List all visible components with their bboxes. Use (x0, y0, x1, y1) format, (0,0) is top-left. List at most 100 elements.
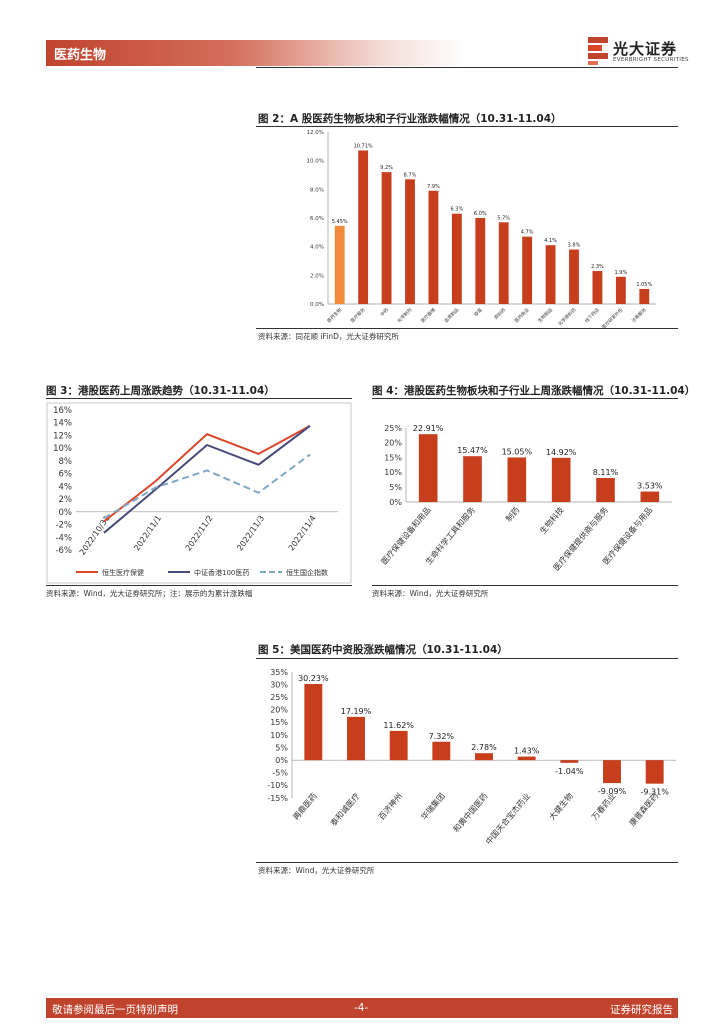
bar (334, 225, 345, 304)
data-label: 11.62% (383, 721, 414, 730)
logo-icon (588, 37, 608, 65)
data-label: -1.04% (555, 767, 584, 776)
category-label: 原料药 (493, 306, 508, 321)
fig5-source: 资料来源：Wind，光大证券研究所 (258, 866, 375, 875)
y-tick-label: 4% (59, 482, 73, 492)
fig2-chart: 0.0% 2.0% 4.0% 6.0% 8.0% 10.0% 12.0% 5.45% 医药生物 1… (307, 130, 656, 328)
fig4-chart: 0% 5% 10% 15% 20% 25% 22.91% 医疗保健设备和用品 15.47% 生命科… (379, 424, 672, 573)
logo-text: 光大证券 (613, 40, 678, 58)
series-line (103, 425, 311, 534)
y-tick-label: 0% (275, 756, 288, 765)
data-label: 1.05% (636, 282, 652, 288)
bar (389, 730, 408, 761)
category-label: 再鼎医药 (291, 791, 319, 822)
data-label: 3.53% (637, 482, 663, 491)
category-label: 诊断服务 (630, 306, 648, 324)
data-label: 1.9% (615, 270, 628, 276)
y-tick-label: 35% (270, 668, 288, 677)
category-label: 生物制品 (536, 306, 554, 324)
data-label: 17.19% (341, 707, 372, 716)
data-label: 10.71% (354, 143, 373, 149)
y-tick-label: 15% (270, 718, 288, 727)
category-label: 制药 (503, 505, 521, 524)
bar (645, 760, 664, 784)
data-label: 6.0% (474, 211, 487, 217)
data-label: 7.32% (429, 732, 455, 741)
category-label: 华瑞集团 (419, 791, 447, 822)
fig5-title: 图 5：美国医药中资股涨跌幅情况（10.31-11.04） (258, 644, 508, 656)
y-tick-label: -2% (55, 521, 72, 531)
category-label: 生命科学工具和服务 (423, 505, 477, 567)
fig4-rule-bottom (372, 585, 678, 586)
category-label: 百济神州 (376, 791, 404, 822)
y-tick-label: 0% (59, 508, 73, 518)
fig2-rule-bottom (256, 328, 678, 329)
category-label: 医药商业 (513, 306, 531, 324)
y-tick-label: 6.0% (310, 216, 324, 222)
legend-label: 恒生国企指数 (286, 568, 328, 577)
y-tick-label: 10.0% (307, 159, 324, 165)
y-tick-label: 20% (270, 706, 288, 715)
y-tick-label: 8.0% (310, 187, 324, 193)
footer-report-type: 证券研究报告 (610, 1004, 673, 1016)
y-tick-label: 0% (389, 498, 402, 507)
y-tick-label: 10% (270, 731, 288, 740)
y-tick-label: 25% (384, 424, 402, 433)
category-label: 医疗研发外包 (600, 306, 624, 328)
category-label: 中国天合宝杰药业 (483, 791, 532, 846)
legend-label: 中证香港100医药 (194, 568, 249, 577)
bar (475, 753, 493, 761)
category-label: 生物科技 (537, 505, 565, 536)
y-tick-label: 10% (384, 468, 402, 477)
fig3-chart: -6%-4%-2%0%2%4%6%8%10%12%14%16%2022/10/3… (46, 402, 352, 584)
y-tick-label: 12% (53, 431, 72, 441)
y-tick-label: 8% (59, 457, 73, 467)
bar (347, 716, 365, 761)
y-tick-label: 5% (389, 483, 402, 492)
data-label: 22.91% (413, 424, 444, 433)
bar (381, 172, 392, 304)
data-label: 4.7% (521, 230, 534, 236)
x-tick-label: 2022/11/2 (184, 514, 215, 553)
bar (640, 491, 660, 502)
bar (432, 741, 451, 761)
y-tick-label: -5% (272, 769, 288, 778)
data-label: 6.3% (451, 207, 464, 213)
fig2-title: 图 2：A 股医药生物板块和子行业涨跌幅情况（10.31-11.04） (258, 113, 562, 125)
fig4-source: 资料来源：Wind，光大证券研究所 (372, 589, 489, 598)
fig4-title: 图 4：港股医药生物板块和子行业上周涨跌幅情况（10.31-11.04） (372, 385, 696, 397)
data-label: 5.7% (497, 215, 510, 221)
page-number: -4- (354, 1002, 369, 1014)
footer-band (46, 998, 678, 1018)
y-tick-label: 0.0% (310, 302, 324, 308)
category-label: 医疗保健设备和用品 (379, 505, 433, 567)
bar (551, 457, 571, 502)
section-title: 医药生物 (54, 48, 107, 63)
x-tick-label: 2022/11/4 (287, 514, 318, 553)
fig3-rule (46, 398, 352, 399)
data-label: -9.09% (598, 787, 627, 796)
category-label: 化学原料药 (557, 306, 578, 327)
y-tick-label: 10% (53, 444, 72, 454)
y-tick-label: 12.0% (307, 130, 324, 136)
plot-frame (46, 402, 352, 584)
bar (304, 684, 323, 761)
data-label: 8.11% (593, 468, 619, 477)
bar (358, 150, 369, 304)
y-tick-label: 25% (270, 693, 288, 702)
category-label: 线下药店 (583, 306, 601, 324)
data-label: 8.7% (404, 172, 417, 178)
fig3-source: 资料来源：Wind，光大证券研究所；注：展示的为累计涨跌幅 (46, 589, 253, 598)
y-tick-label: 15% (384, 453, 402, 462)
category-label: 化学制剂 (396, 306, 414, 324)
fig5-rule-bottom (256, 862, 678, 863)
bar (405, 179, 415, 304)
bar (517, 756, 536, 761)
bar (463, 456, 482, 502)
y-tick-label: 4.0% (310, 245, 324, 251)
y-tick-label: 16% (53, 406, 72, 416)
y-tick-label: 30% (270, 680, 288, 689)
y-tick-label: -6% (55, 546, 72, 556)
y-tick-label: 5% (275, 743, 288, 752)
data-label: -9.31% (641, 788, 670, 797)
